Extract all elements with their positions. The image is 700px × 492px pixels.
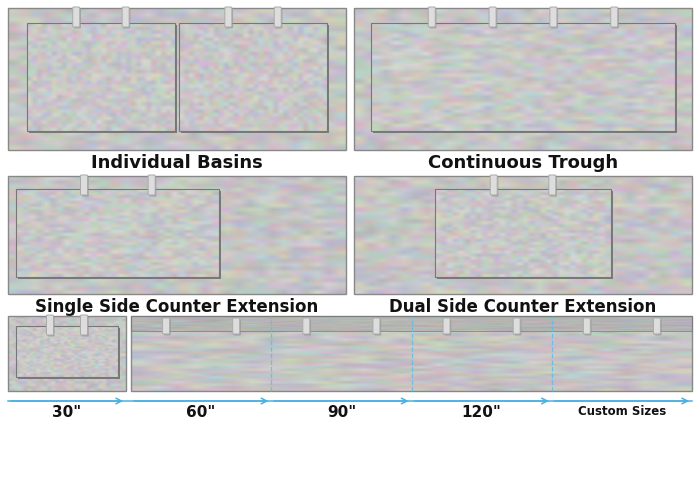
- FancyBboxPatch shape: [374, 319, 381, 336]
- FancyBboxPatch shape: [490, 175, 497, 195]
- Text: 60": 60": [186, 405, 216, 420]
- Text: 90": 90": [327, 405, 356, 420]
- Text: Single Side Counter Extension: Single Side Counter Extension: [36, 298, 318, 316]
- FancyBboxPatch shape: [123, 8, 130, 29]
- FancyBboxPatch shape: [48, 316, 55, 337]
- FancyBboxPatch shape: [550, 7, 557, 27]
- FancyBboxPatch shape: [274, 7, 281, 27]
- FancyBboxPatch shape: [491, 177, 498, 196]
- FancyBboxPatch shape: [73, 7, 80, 27]
- FancyBboxPatch shape: [583, 318, 590, 334]
- FancyBboxPatch shape: [304, 319, 311, 336]
- Bar: [354, 176, 692, 294]
- Bar: [8, 316, 126, 391]
- FancyBboxPatch shape: [122, 7, 129, 27]
- FancyBboxPatch shape: [489, 7, 496, 27]
- Bar: [8, 8, 346, 150]
- FancyBboxPatch shape: [653, 318, 660, 334]
- Bar: [354, 8, 692, 150]
- Bar: [16, 326, 118, 377]
- Bar: [18, 328, 120, 379]
- FancyBboxPatch shape: [225, 7, 232, 27]
- Bar: [435, 189, 611, 277]
- Bar: [29, 26, 177, 133]
- FancyBboxPatch shape: [549, 175, 556, 195]
- FancyBboxPatch shape: [82, 177, 89, 196]
- Bar: [18, 191, 221, 278]
- FancyBboxPatch shape: [443, 318, 450, 334]
- FancyBboxPatch shape: [80, 315, 88, 335]
- Bar: [179, 23, 327, 131]
- FancyBboxPatch shape: [74, 8, 81, 29]
- Bar: [371, 23, 675, 131]
- FancyBboxPatch shape: [232, 318, 239, 334]
- FancyBboxPatch shape: [275, 8, 282, 29]
- FancyBboxPatch shape: [226, 8, 233, 29]
- FancyBboxPatch shape: [429, 8, 436, 29]
- FancyBboxPatch shape: [514, 319, 522, 336]
- Text: Continuous Trough: Continuous Trough: [428, 154, 618, 172]
- Bar: [27, 23, 175, 131]
- Text: 120": 120": [462, 405, 502, 420]
- FancyBboxPatch shape: [490, 8, 497, 29]
- Text: Dual Side Counter Extension: Dual Side Counter Extension: [389, 298, 657, 316]
- Bar: [373, 26, 677, 133]
- FancyBboxPatch shape: [611, 7, 618, 27]
- Bar: [17, 189, 219, 277]
- FancyBboxPatch shape: [149, 177, 156, 196]
- FancyBboxPatch shape: [550, 177, 557, 196]
- FancyBboxPatch shape: [654, 319, 661, 336]
- FancyBboxPatch shape: [148, 175, 155, 195]
- FancyBboxPatch shape: [373, 318, 380, 334]
- Text: 30": 30": [52, 405, 82, 420]
- FancyBboxPatch shape: [444, 319, 452, 336]
- FancyBboxPatch shape: [80, 175, 88, 195]
- FancyBboxPatch shape: [234, 319, 241, 336]
- FancyBboxPatch shape: [612, 8, 619, 29]
- Bar: [8, 176, 346, 294]
- FancyBboxPatch shape: [162, 318, 169, 334]
- FancyBboxPatch shape: [164, 319, 171, 336]
- FancyBboxPatch shape: [303, 318, 310, 334]
- FancyBboxPatch shape: [82, 316, 89, 337]
- Bar: [131, 316, 692, 391]
- Text: Custom Sizes: Custom Sizes: [578, 405, 666, 418]
- FancyBboxPatch shape: [46, 315, 53, 335]
- FancyBboxPatch shape: [428, 7, 435, 27]
- Bar: [437, 191, 613, 278]
- Bar: [181, 26, 329, 133]
- FancyBboxPatch shape: [551, 8, 558, 29]
- FancyBboxPatch shape: [513, 318, 520, 334]
- Text: Individual Basins: Individual Basins: [91, 154, 263, 172]
- FancyBboxPatch shape: [584, 319, 592, 336]
- Bar: [131, 316, 692, 331]
